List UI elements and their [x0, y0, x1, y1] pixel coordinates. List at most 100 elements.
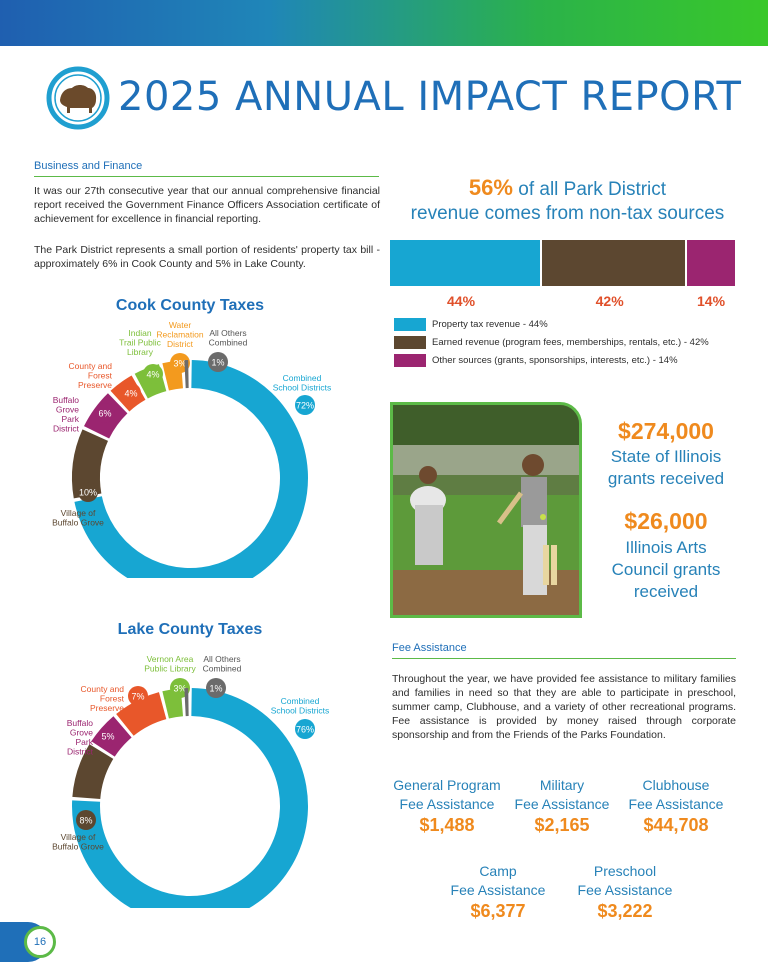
arts-grant-amount: $26,000: [624, 508, 708, 534]
lake-bubble-2: [98, 726, 118, 746]
lake-category-label-5: All Others Combined: [203, 654, 242, 674]
revenue-legend-swatch-1: [394, 335, 426, 349]
lake-bubble-1: [76, 810, 96, 830]
cook-slice-0: [74, 360, 308, 578]
cook-pct-label-0: 72%: [296, 401, 314, 411]
lake-chart-title: Lake County Taxes: [117, 621, 263, 638]
lake-slice-3: [116, 692, 167, 736]
revenue-legend-item-2: Other sources (grants, sponsorships, int…: [394, 352, 709, 368]
fee-item-title-1: Military: [539, 777, 585, 793]
arts-grant-line3: received: [633, 582, 699, 601]
fee-item-subtitle-4: Fee Assistance: [577, 882, 673, 898]
fee-item-subtitle-1: Fee Assistance: [514, 796, 610, 812]
cricket-photo: [390, 402, 582, 618]
cook-category-label-5: Water Reclamation District: [156, 320, 204, 349]
fee-assistance-paragraph: Throughout the year, we have provided fe…: [392, 673, 736, 741]
revenue-legend-swatch-0: [394, 317, 426, 331]
fee-item-title-2: Clubhouse: [642, 777, 710, 793]
revenue-legend-label-2: Other sources (grants, sponsorships, int…: [432, 354, 678, 366]
cook-bubble-4: [143, 364, 163, 384]
revenue-headline-rest: of all Park District: [512, 179, 667, 200]
revenue-headline-line2: revenue comes from non-tax sources: [410, 203, 725, 224]
lake-pct-label-0: 76%: [296, 725, 314, 735]
revenue-legend-item-0: Property tax revenue - 44%: [394, 316, 709, 332]
report-title: 2025 ANNUAL IMPACT REPORT: [118, 74, 742, 120]
business-paragraph-2: The Park District represents a small por…: [34, 244, 380, 270]
arts-grant-line1: Illinois Arts: [625, 538, 707, 557]
cook-pct-label-4: 4%: [146, 370, 159, 380]
lake-bubble-5: [206, 678, 226, 698]
fee-item-subtitle-2: Fee Assistance: [628, 796, 724, 812]
lake-pct-label-3: 7%: [131, 692, 144, 702]
revenue-bar-pct-0: 44%: [447, 293, 476, 309]
cook-slice-1: [72, 429, 108, 499]
cook-pct-label-3: 4%: [124, 389, 137, 399]
lake-category-label-2: Buffalo Grove Park District: [67, 718, 94, 757]
revenue-legend: Property tax revenue - 44% Earned revenue…: [394, 316, 709, 370]
cook-pct-label-2: 6%: [98, 409, 111, 419]
cook-bubble-0: [295, 395, 315, 415]
revenue-legend-label-0: Property tax revenue - 44%: [432, 318, 548, 330]
fee-item-title-3: Camp: [479, 863, 517, 879]
fee-item-amount-1: $2,165: [534, 815, 590, 835]
lake-pct-label-4: 3%: [173, 684, 186, 694]
revenue-bar-segment-0: [390, 240, 541, 286]
cook-category-label-4: Indian Trail Public Library: [119, 328, 161, 357]
cook-bubble-6: [208, 352, 228, 372]
lake-slice-1: [72, 744, 114, 800]
revenue-headline-pct: 56%: [468, 175, 513, 200]
business-finance-heading: Business and Finance: [34, 160, 379, 177]
business-paragraph-1: It was our 27th consecutive year that ou…: [34, 185, 380, 225]
cook-category-label-6: All Others Combined: [209, 328, 248, 348]
lake-category-label-4: Vernon Area Public Library: [144, 654, 196, 674]
revenue-stacked-bar: [390, 240, 735, 286]
fee-item-title-0: General Program: [393, 777, 501, 793]
cook-category-label-0: Combined School Districts: [273, 373, 332, 393]
state-grant-line1: State of Illinois: [610, 447, 722, 466]
lake-pct-label-2: 5%: [101, 732, 114, 742]
fee-item-amount-4: $3,222: [597, 901, 653, 921]
fee-item-subtitle-3: Fee Assistance: [450, 882, 546, 898]
revenue-legend-swatch-2: [394, 353, 426, 367]
cricket-photo-illustration: [393, 405, 579, 615]
revenue-bar-pct-1: 42%: [595, 293, 624, 309]
revenue-bar-pct-2: 14%: [697, 293, 726, 309]
cook-bubble-2: [95, 403, 115, 423]
lake-bubble-3: [128, 686, 148, 706]
state-grant-amount: $274,000: [618, 418, 714, 444]
state-grant-line2: grants received: [607, 469, 725, 488]
cook-chart-title: Cook County Taxes: [115, 297, 265, 314]
revenue-legend-item-1: Earned revenue (program fees, membership…: [394, 334, 709, 350]
park-district-logo: [46, 66, 110, 130]
cook-pct-label-6: 1%: [211, 358, 224, 368]
cook-bubble-1: [78, 482, 98, 502]
fee-item-amount-0: $1,488: [419, 815, 475, 835]
lake-slice-0: [72, 688, 308, 908]
page-number: 16: [24, 926, 56, 958]
revenue-bar-segment-2: [687, 240, 735, 286]
lake-category-label-1: Village of Buffalo Grove: [52, 832, 104, 852]
revenue-legend-label-1: Earned revenue (program fees, membership…: [432, 336, 709, 348]
fee-item-title-4: Preschool: [593, 863, 657, 879]
revenue-bar-segment-1: [542, 240, 686, 286]
cook-pct-label-5: 3%: [173, 359, 186, 369]
fee-assistance-heading: Fee Assistance: [392, 642, 736, 659]
lake-county-donut-chart: 76% Combined School Districts 8% Village of B…: [52, 654, 330, 908]
fee-item-amount-3: $6,377: [470, 901, 526, 921]
cook-bubble-3: [121, 383, 141, 403]
cook-county-donut-chart: 72% Combined School Districts 10% Village of…: [52, 320, 332, 578]
cook-category-label-2: Buffalo Grove Park District: [53, 395, 80, 434]
revenue-headline-line1: 56% of all Park District: [395, 176, 740, 202]
cook-slice-6: [184, 360, 189, 389]
lake-category-label-0: Combined School Districts: [271, 696, 330, 716]
cook-category-label-1: Village of Buffalo Grove: [52, 508, 104, 528]
top-banner: [0, 0, 768, 46]
lake-pct-label-1: 8%: [79, 816, 92, 826]
lake-slice-5: [184, 688, 189, 717]
fee-item-subtitle-0: Fee Assistance: [399, 796, 495, 812]
arts-grant-line2: Council grants: [611, 560, 721, 579]
lake-category-label-3: County and Forest Preserve: [81, 684, 125, 713]
lake-bubble-0: [295, 719, 315, 739]
fee-item-amount-2: $44,708: [643, 815, 709, 835]
lake-pct-label-5: 1%: [209, 684, 222, 694]
